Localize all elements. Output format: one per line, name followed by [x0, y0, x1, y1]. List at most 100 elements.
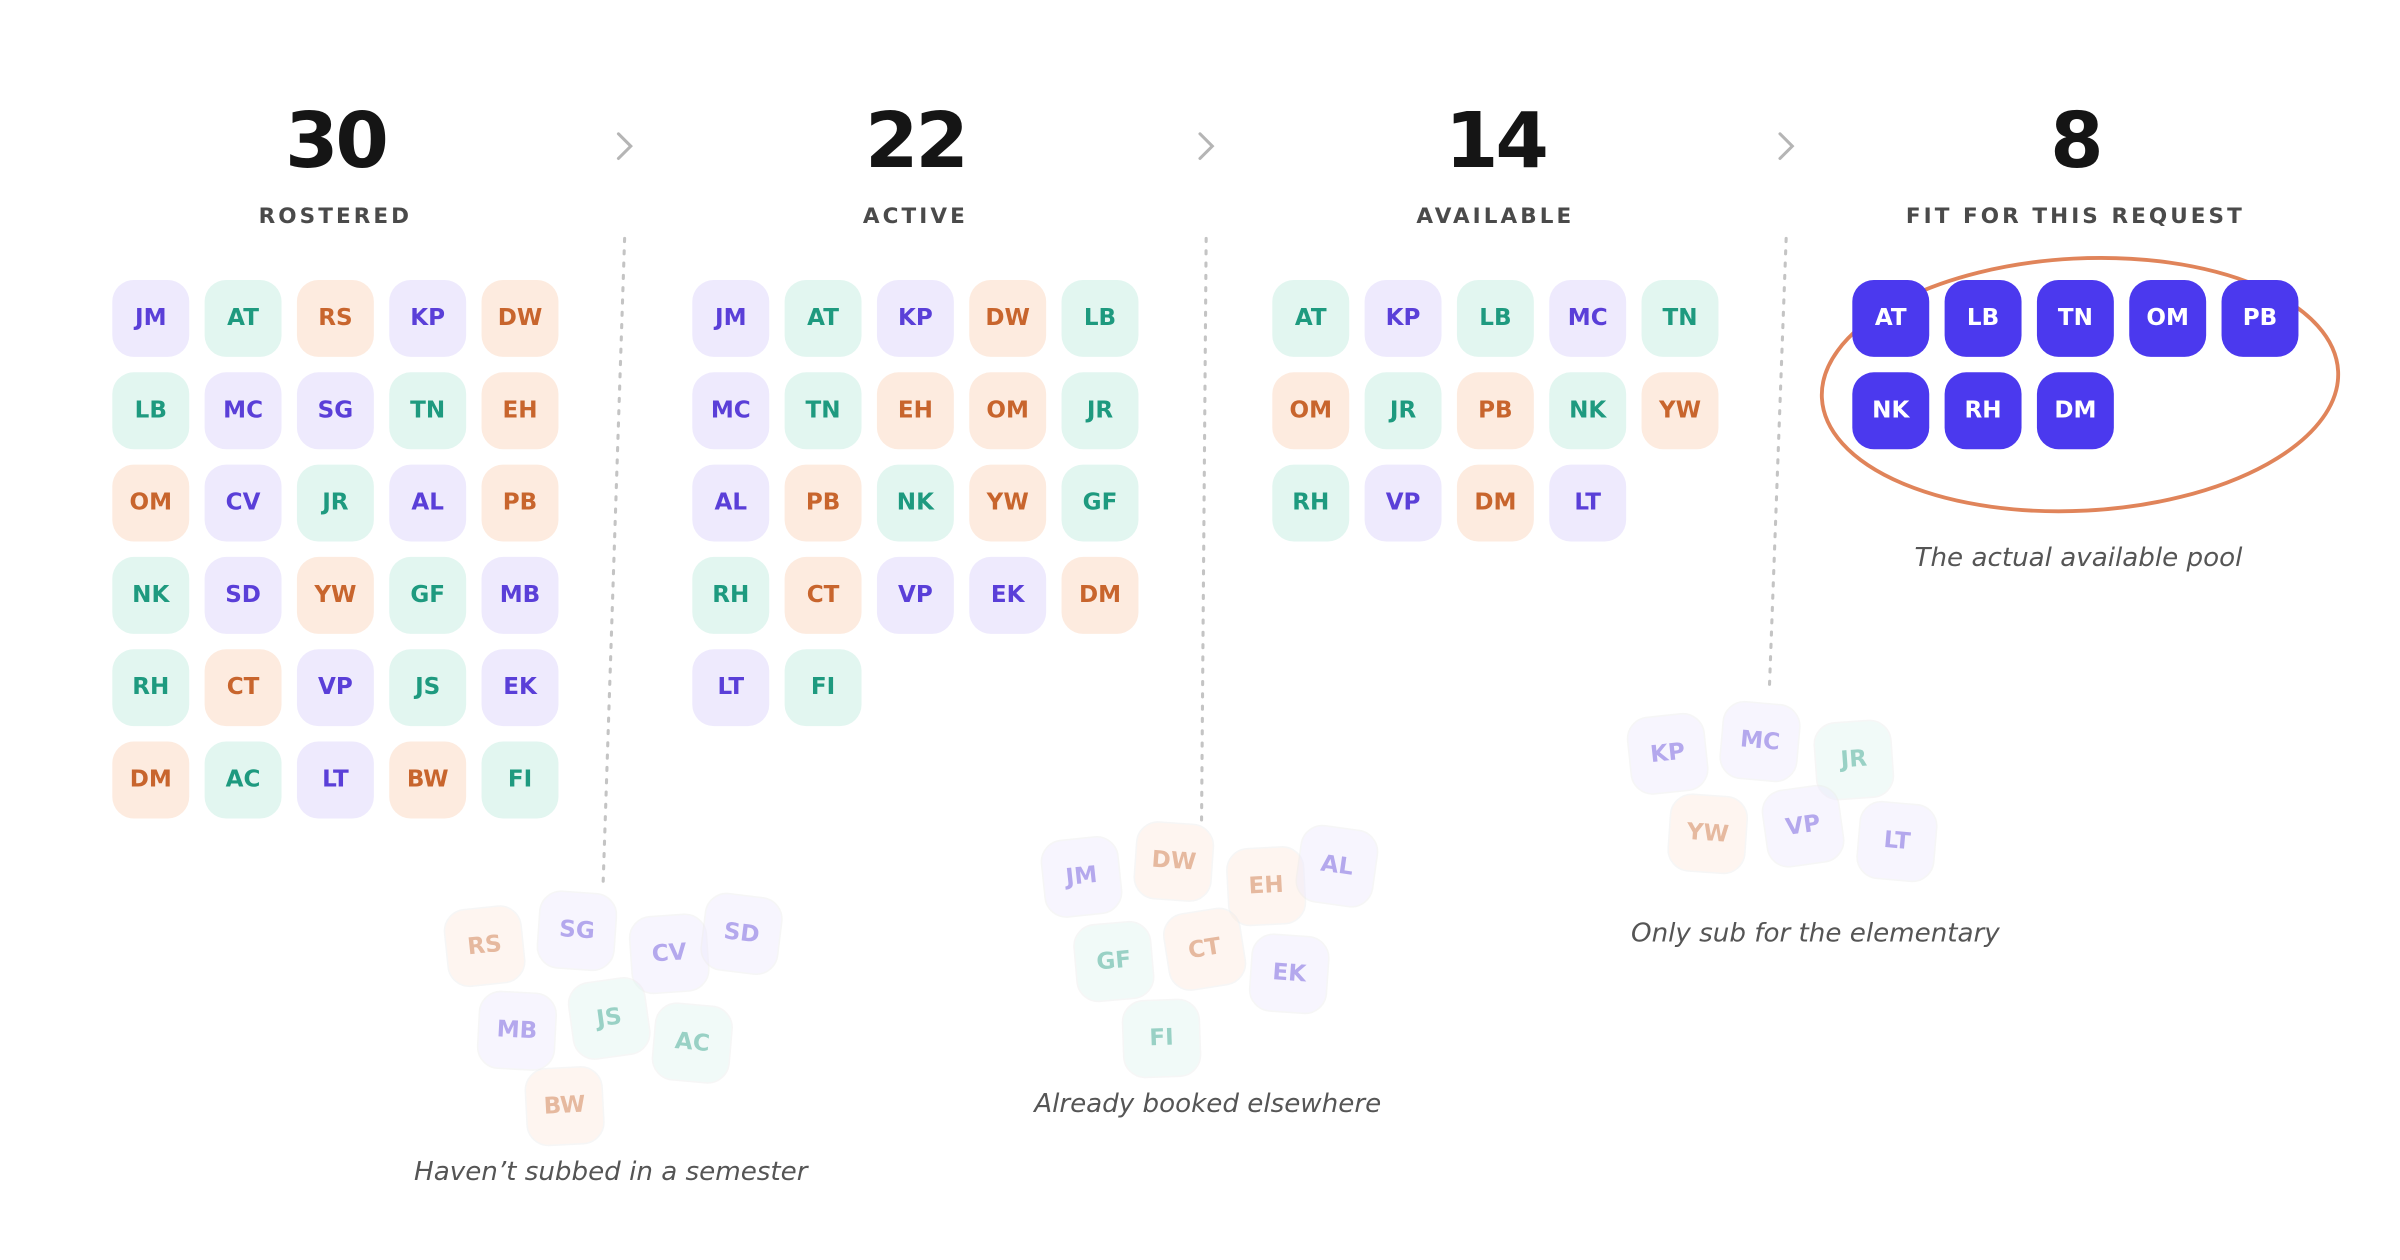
chip-bg — [296, 280, 374, 357]
chip-bg — [1813, 719, 1895, 801]
chip-bg — [1272, 372, 1350, 450]
person-chip: RH — [1944, 372, 2022, 450]
chip-initials: JM — [133, 305, 167, 331]
chip-bg — [692, 649, 770, 727]
chip-bg — [296, 649, 374, 727]
chip-bg — [1761, 784, 1845, 868]
chip-initials: TN — [1662, 305, 1697, 331]
person-chip: KP — [389, 280, 467, 357]
chip-initials: LT — [1574, 490, 1601, 516]
chip-initials: AT — [807, 305, 839, 331]
person-chip: JR — [1813, 719, 1895, 801]
chip-bg — [204, 280, 282, 357]
chip-bg — [389, 741, 467, 819]
person-chip: KP — [876, 280, 954, 357]
chip-bg — [1456, 280, 1534, 357]
chip-initials: NK — [897, 490, 935, 516]
chip-initials: AC — [674, 1028, 711, 1057]
person-chip: MB — [481, 556, 559, 634]
chip-initials: VP — [1386, 490, 1421, 516]
person-chip: DM — [112, 741, 190, 819]
chip-initials: YW — [1658, 397, 1701, 423]
chip-initials: LT — [717, 674, 744, 700]
person-chip: GF — [1073, 920, 1155, 1003]
chip-bg — [1364, 464, 1442, 542]
person-chip: LB — [1944, 280, 2022, 357]
chip-initials: RH — [712, 582, 749, 608]
person-chip: CT — [784, 556, 862, 634]
chip-initials: AC — [226, 767, 261, 793]
chip-initials: FI — [1149, 1025, 1174, 1052]
chip-initials: PB — [503, 490, 537, 516]
person-chip: DW — [969, 280, 1047, 357]
person-chip: FI — [481, 741, 559, 819]
chip-initials: JR — [320, 490, 349, 516]
person-chip: PB — [2221, 280, 2299, 357]
chip-initials: GF — [1095, 947, 1132, 976]
chip-initials: OM — [1289, 397, 1332, 423]
chip-bg — [969, 464, 1047, 542]
person-chip: YW — [1667, 793, 1749, 875]
chip-bg — [1073, 920, 1155, 1003]
person-chip: KP — [1364, 280, 1442, 357]
chip-bg — [784, 372, 862, 450]
chip-initials: CV — [226, 490, 261, 516]
person-chip: VP — [876, 556, 954, 634]
chip-bg — [481, 649, 559, 727]
person-chip: OM — [112, 464, 190, 542]
chip-initials: BW — [407, 767, 449, 793]
chip-initials: FI — [811, 674, 835, 700]
person-chip: LT — [296, 741, 374, 819]
chip-bg — [1295, 824, 1379, 908]
chip-bg — [1248, 933, 1330, 1015]
chip-bg — [389, 280, 467, 357]
chip-initials: DM — [130, 767, 172, 793]
chip-initials: LT — [322, 767, 349, 793]
person-chip: AL — [1295, 824, 1379, 908]
chip-initials: RH — [132, 674, 169, 700]
person-chip: SD — [204, 556, 282, 634]
chip-bg — [476, 990, 558, 1071]
chip-bg — [2036, 280, 2114, 357]
chip-initials: JM — [713, 305, 747, 331]
person-chip: RS — [296, 280, 374, 357]
chip-bg — [204, 464, 282, 542]
chip-initials: PB — [806, 490, 840, 516]
chip-bg — [389, 372, 467, 450]
chip-bg — [481, 280, 559, 357]
chip-initials: LT — [1883, 827, 1912, 855]
pool-caption: The actual available pool — [1915, 543, 2244, 573]
chip-bg — [112, 464, 190, 542]
person-chip: RH — [692, 556, 770, 634]
chip-bg — [700, 892, 783, 976]
person-chip: LT — [692, 649, 770, 727]
chip-bg — [204, 741, 282, 819]
chip-initials: CT — [227, 674, 260, 700]
chip-bg — [1456, 464, 1534, 542]
chip-initials: CT — [1186, 933, 1223, 964]
person-chip: YW — [1641, 372, 1719, 450]
chip-initials: KP — [898, 305, 933, 331]
person-chip: FI — [1121, 998, 1202, 1079]
chip-bg — [112, 649, 190, 727]
person-chip: CT — [1162, 907, 1247, 991]
person-chip: GF — [389, 556, 467, 634]
chip-initials: EK — [1272, 959, 1308, 987]
chip-bg — [876, 372, 954, 450]
chip-initials: AL — [1319, 851, 1355, 881]
person-chip: EK — [969, 556, 1047, 634]
person-chip: JR — [1364, 372, 1442, 450]
chip-bg — [204, 649, 282, 727]
person-chip: OM — [969, 372, 1047, 450]
person-chip: EH — [481, 372, 559, 450]
chip-bg — [1040, 836, 1123, 918]
chip-bg — [692, 464, 770, 542]
person-chip: AC — [204, 741, 282, 819]
person-chip: AT — [784, 280, 862, 357]
chip-initials: EH — [502, 397, 537, 423]
chip-bg — [2129, 280, 2207, 357]
chip-bg — [389, 464, 467, 542]
chip-bg — [112, 556, 190, 634]
drop-caption: Only sub for the elementary — [1631, 918, 2000, 948]
